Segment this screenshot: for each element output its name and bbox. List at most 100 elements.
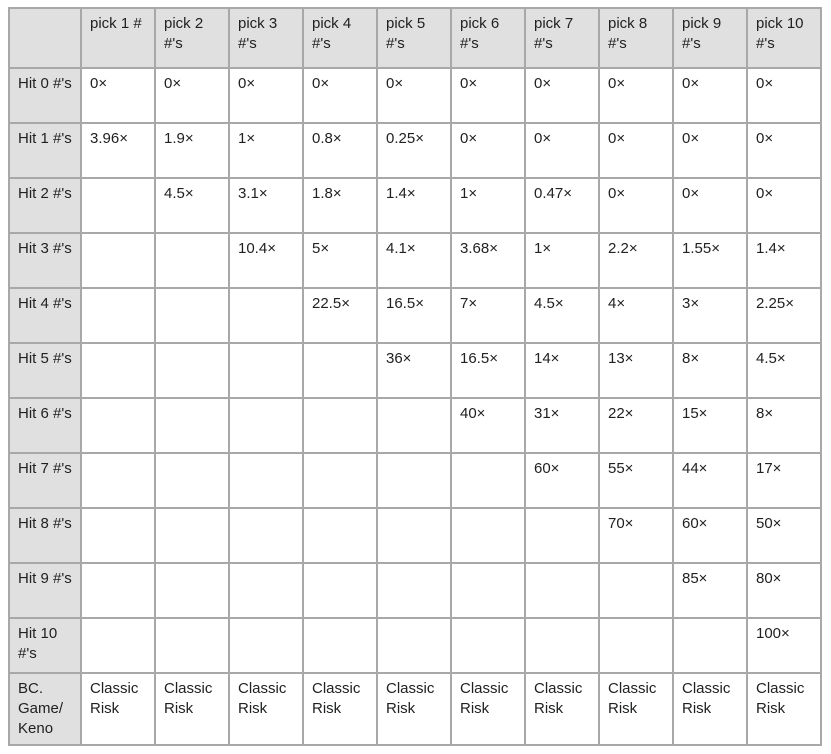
payout-cell — [154, 232, 230, 289]
payout-cell: 44× — [672, 452, 748, 509]
payout-cell — [302, 562, 378, 619]
table-row: Hit 7 #'s 60× 55× 44× 17× — [8, 452, 822, 509]
payout-cell: 5× — [302, 232, 378, 289]
table-row: Hit 10 #'s 100× — [8, 617, 822, 674]
payout-cell — [450, 562, 526, 619]
payout-cell: Classic Risk — [672, 672, 748, 746]
payout-cell: 0× — [376, 67, 452, 124]
payout-cell — [80, 342, 156, 399]
column-header: pick 9 #'s — [672, 7, 748, 69]
payout-cell — [376, 507, 452, 564]
payout-cell — [450, 452, 526, 509]
payout-cell — [302, 617, 378, 674]
row-header: Hit 4 #'s — [8, 287, 82, 344]
payout-cell: 16.5× — [450, 342, 526, 399]
payout-cell: Classic Risk — [302, 672, 378, 746]
payout-cell — [80, 232, 156, 289]
payout-cell: 0.8× — [302, 122, 378, 179]
payout-cell — [302, 342, 378, 399]
payout-cell — [228, 617, 304, 674]
payout-cell: 10.4× — [228, 232, 304, 289]
payout-cell: 0× — [524, 67, 600, 124]
payout-cell: 22× — [598, 397, 674, 454]
payout-cell: 1× — [524, 232, 600, 289]
payout-cell: 13× — [598, 342, 674, 399]
row-header: Hit 1 #'s — [8, 122, 82, 179]
payout-cell: 1.4× — [746, 232, 822, 289]
payout-cell: 100× — [746, 617, 822, 674]
payout-cell: 80× — [746, 562, 822, 619]
payout-cell: 16.5× — [376, 287, 452, 344]
column-header: pick 4 #'s — [302, 7, 378, 69]
payout-cell — [672, 617, 748, 674]
column-header: pick 2 #'s — [154, 7, 230, 69]
payout-cell: 7× — [450, 287, 526, 344]
payout-cell — [80, 562, 156, 619]
payout-cell: 0× — [672, 177, 748, 234]
row-header: Hit 8 #'s — [8, 507, 82, 564]
payout-cell: 4.5× — [154, 177, 230, 234]
payout-cell: 3.1× — [228, 177, 304, 234]
payout-cell — [376, 562, 452, 619]
payout-cell — [302, 507, 378, 564]
payout-cell — [376, 397, 452, 454]
row-header: Hit 0 #'s — [8, 67, 82, 124]
row-header: Hit 10 #'s — [8, 617, 82, 674]
payout-cell — [524, 562, 600, 619]
payout-cell — [598, 617, 674, 674]
payout-cell: 4.1× — [376, 232, 452, 289]
payout-cell: 0× — [154, 67, 230, 124]
payout-cell: 17× — [746, 452, 822, 509]
payout-cell: 0× — [302, 67, 378, 124]
payout-cell: 3.68× — [450, 232, 526, 289]
column-header: pick 3 #'s — [228, 7, 304, 69]
payout-cell: 85× — [672, 562, 748, 619]
column-header: pick 8 #'s — [598, 7, 674, 69]
table-row: Hit 2 #'s 4.5× 3.1× 1.8× 1.4× 1× 0.47× 0× 0× 0× — [8, 177, 822, 234]
payout-cell: 2.25× — [746, 287, 822, 344]
payout-cell — [154, 452, 230, 509]
row-header: Hit 5 #'s — [8, 342, 82, 399]
payout-cell: 22.5× — [302, 287, 378, 344]
payout-cell: 70× — [598, 507, 674, 564]
payout-cell: 8× — [746, 397, 822, 454]
payout-cell: 0× — [598, 67, 674, 124]
payout-cell — [154, 507, 230, 564]
table-row: BC. Game/ Keno Classic Risk Classic Risk Cl… — [8, 672, 822, 746]
payout-cell — [376, 452, 452, 509]
payout-cell: 1.8× — [302, 177, 378, 234]
payout-cell — [228, 452, 304, 509]
corner-cell — [8, 7, 82, 69]
payout-cell: 60× — [672, 507, 748, 564]
payout-cell: 0× — [598, 177, 674, 234]
payout-cell — [228, 342, 304, 399]
payout-cell: 3.96× — [80, 122, 156, 179]
keno-payout-table: pick 1 # pick 2 #'s pick 3 #'s pick 4 #'s pi… — [8, 7, 822, 746]
payout-cell — [228, 397, 304, 454]
payout-cell: 40× — [450, 397, 526, 454]
payout-cell: 1.4× — [376, 177, 452, 234]
column-header: pick 5 #'s — [376, 7, 452, 69]
payout-cell: 0.47× — [524, 177, 600, 234]
row-header: Hit 3 #'s — [8, 232, 82, 289]
payout-cell: 0.25× — [376, 122, 452, 179]
payout-cell — [376, 617, 452, 674]
payout-cell — [302, 397, 378, 454]
payout-cell — [80, 177, 156, 234]
payout-cell: 0× — [598, 122, 674, 179]
row-header: Hit 7 #'s — [8, 452, 82, 509]
payout-cell: 31× — [524, 397, 600, 454]
payout-cell — [154, 397, 230, 454]
payout-cell: 14× — [524, 342, 600, 399]
table-row: Hit 1 #'s 3.96× 1.9× 1× 0.8× 0.25× 0× 0× 0× 0× 0× — [8, 122, 822, 179]
payout-cell: Classic Risk — [376, 672, 452, 746]
payout-cell — [450, 507, 526, 564]
payout-cell: 15× — [672, 397, 748, 454]
payout-cell: 0× — [450, 67, 526, 124]
payout-cell: Classic Risk — [154, 672, 230, 746]
table-row: Hit 9 #'s 85× 80× — [8, 562, 822, 619]
payout-cell: 4.5× — [746, 342, 822, 399]
payout-cell — [228, 562, 304, 619]
table-row: Hit 8 #'s 70× 60× 50× — [8, 507, 822, 564]
payout-cell: 0× — [672, 122, 748, 179]
